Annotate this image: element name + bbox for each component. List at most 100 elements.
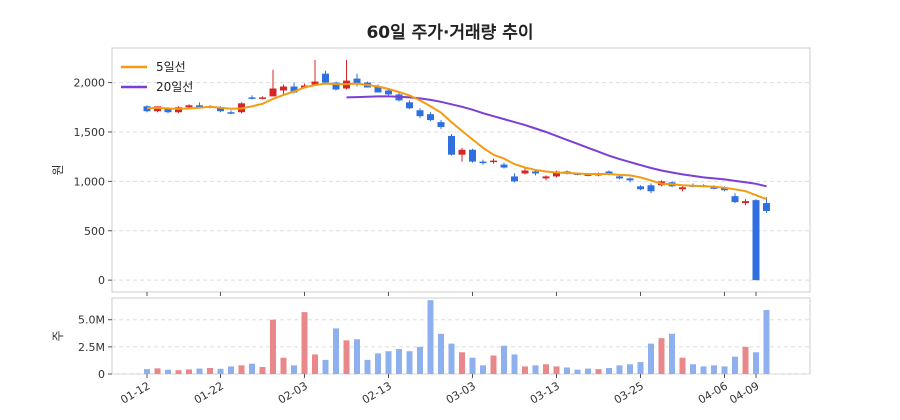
candle-body xyxy=(259,97,266,99)
candle-body xyxy=(332,82,340,90)
volume-bar xyxy=(679,357,686,374)
x-tick-label: 02-13 xyxy=(360,379,394,406)
legend: 5일선 20일선 xyxy=(121,60,193,94)
volume-bar xyxy=(627,364,633,374)
volume-bar xyxy=(280,357,287,374)
volume-bar xyxy=(333,328,339,374)
volume-bar xyxy=(301,312,308,374)
volume-bar xyxy=(469,357,476,374)
candle-body xyxy=(416,110,424,117)
candle-body xyxy=(290,86,298,93)
candle-body xyxy=(479,161,487,164)
volume-bar xyxy=(207,368,213,374)
candle-body xyxy=(584,174,592,176)
volume-bar xyxy=(291,365,297,374)
candle-body xyxy=(490,160,497,163)
volume-bar xyxy=(270,319,276,374)
volume-bar xyxy=(396,349,402,374)
candle-body xyxy=(311,81,319,85)
candle-body xyxy=(542,176,550,179)
volume-bar xyxy=(711,365,717,374)
volume-bar xyxy=(217,368,224,374)
candle-body xyxy=(458,149,466,155)
legend-label: 5일선 xyxy=(156,60,186,74)
volume-bar xyxy=(427,300,434,374)
volume-bar xyxy=(637,362,644,374)
candle-body xyxy=(605,171,613,175)
volume-bar xyxy=(249,363,255,374)
volume-bar xyxy=(669,333,675,374)
volume-axis-title: 주 xyxy=(51,330,65,341)
candle-body xyxy=(553,171,560,177)
candle-body xyxy=(406,102,413,109)
volume-bar xyxy=(753,352,759,374)
candle-body xyxy=(269,88,277,97)
x-tick-label: 04-06 xyxy=(696,379,730,406)
volume-bar xyxy=(732,356,738,374)
candle-body xyxy=(385,90,392,95)
price-panel-frame xyxy=(111,47,811,293)
candle-body xyxy=(511,176,518,182)
volume-bar xyxy=(574,369,581,374)
candle-body xyxy=(437,122,445,128)
volume-tick-label: 5.0M xyxy=(78,314,105,327)
price-tick-label: 2,000 xyxy=(74,77,106,90)
candle-body xyxy=(679,187,686,190)
volume-bar xyxy=(553,366,560,374)
volume-bar xyxy=(438,333,444,374)
candle-body xyxy=(217,107,224,112)
candle-body xyxy=(647,185,655,192)
volume-bar xyxy=(721,366,728,374)
x-tick-label: 03-25 xyxy=(612,379,646,406)
x-tick-label: 03-03 xyxy=(444,379,478,406)
candle-body xyxy=(353,78,361,84)
x-tick-label: 02-03 xyxy=(276,379,310,406)
volume-bar xyxy=(385,351,392,374)
candle-body xyxy=(532,171,539,174)
candle-body xyxy=(185,105,193,108)
candle-body xyxy=(374,86,382,93)
volume-bar xyxy=(742,346,749,374)
volume-bar xyxy=(175,370,182,374)
volume-bar xyxy=(522,366,528,374)
volume-bar xyxy=(375,353,381,374)
volume-tick-label: 0 xyxy=(98,368,105,381)
price-tick-label: 500 xyxy=(84,225,105,238)
candle-body xyxy=(742,201,749,204)
price-panel: 0 500 1,000 1,500 2,000 원 xyxy=(51,47,811,293)
price-tick-label: 0 xyxy=(98,274,105,287)
volume-bar xyxy=(154,368,161,374)
candle-body xyxy=(196,105,203,108)
x-tick-label: 04-09 xyxy=(727,379,761,406)
volume-bar xyxy=(532,365,539,374)
volume-bar xyxy=(490,355,497,374)
candle-body xyxy=(322,73,329,83)
candle-body xyxy=(721,188,728,191)
candle-body xyxy=(626,178,634,181)
volume-bar xyxy=(165,369,171,374)
volume-bar xyxy=(228,366,234,374)
volume-bar xyxy=(511,354,518,374)
volume-bar xyxy=(417,346,423,374)
candle-body xyxy=(448,135,455,155)
volume-bar xyxy=(595,369,602,374)
volume-panel: 0 2.5M 5.0M 주 xyxy=(51,297,811,381)
volume-bar xyxy=(459,352,465,374)
candle-body xyxy=(227,112,235,114)
volume-bar xyxy=(354,339,360,374)
candle-body xyxy=(637,186,644,190)
volume-bar xyxy=(343,340,350,374)
candle-body xyxy=(143,106,151,112)
volume-bar xyxy=(448,343,455,374)
volume-bar xyxy=(648,343,654,374)
candle-body xyxy=(731,196,739,203)
volume-bar xyxy=(658,338,665,374)
volume-tick-label: 2.5M xyxy=(78,341,105,354)
volume-bar xyxy=(238,365,245,374)
x-tick-label: 01-22 xyxy=(192,379,226,406)
volume-bar xyxy=(700,366,707,374)
volume-bar xyxy=(763,309,770,374)
candle-body xyxy=(710,187,718,189)
